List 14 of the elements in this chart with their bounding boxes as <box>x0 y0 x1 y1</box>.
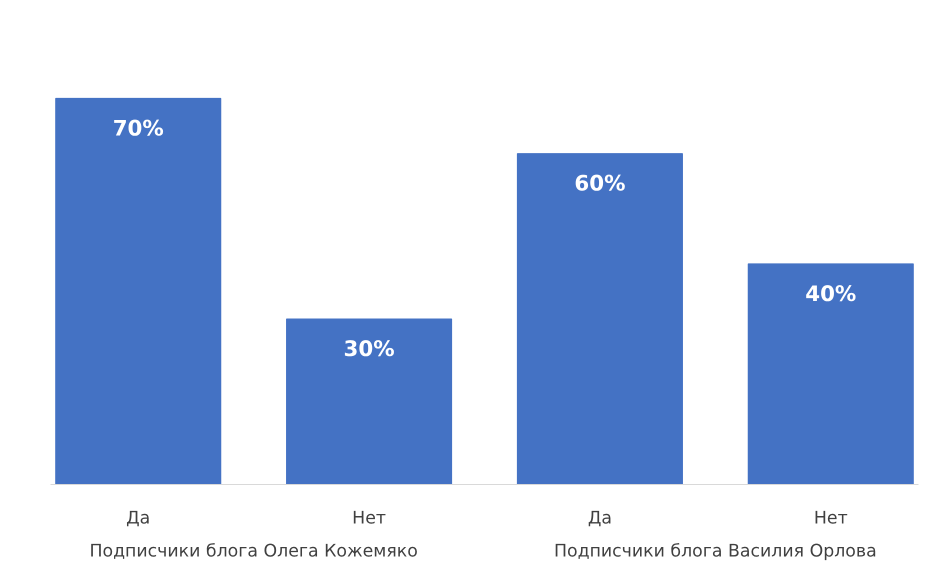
data-label: 40% <box>805 282 856 307</box>
x-tick-label: Да <box>588 508 612 528</box>
bar <box>748 263 914 484</box>
text: Подписчики блога Василия Орлова <box>554 542 877 562</box>
x-tick-label: Нет <box>814 508 848 528</box>
text: Подписчики блога Олега Кожемяко <box>89 542 418 562</box>
bar <box>286 318 452 484</box>
data-label: 30% <box>344 337 395 362</box>
bar <box>55 98 222 484</box>
data-label: 70% <box>112 116 164 142</box>
x-tick-label: Нет <box>352 508 386 528</box>
bar <box>516 153 683 484</box>
x-tick-label: Да <box>126 508 150 528</box>
data-label: 60% <box>574 172 626 197</box>
